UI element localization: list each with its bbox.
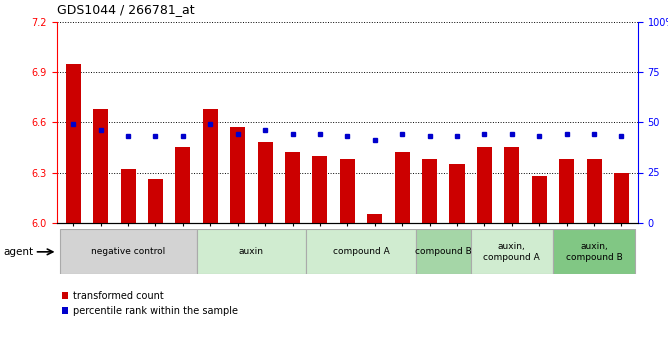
Bar (477, 147, 492, 223)
Bar (59, 229, 196, 274)
Bar (196, 229, 306, 274)
Bar (93, 109, 108, 223)
Text: compound B: compound B (415, 247, 472, 256)
Bar (559, 159, 574, 223)
Bar (203, 109, 218, 223)
Bar (450, 164, 464, 223)
Bar (395, 152, 409, 223)
Bar (587, 159, 602, 223)
Bar (340, 159, 355, 223)
Bar (471, 229, 553, 274)
Text: auxin: auxin (239, 247, 264, 256)
Text: auxin,
compound A: auxin, compound A (484, 242, 540, 262)
Bar (230, 127, 245, 223)
Bar (175, 147, 190, 223)
Bar (553, 229, 635, 274)
Bar (285, 152, 300, 223)
Bar (148, 179, 163, 223)
Text: auxin,
compound B: auxin, compound B (566, 242, 623, 262)
Bar (422, 159, 437, 223)
Legend: transformed count, percentile rank within the sample: transformed count, percentile rank withi… (61, 291, 238, 316)
Bar (65, 64, 81, 223)
Bar (532, 176, 547, 223)
Bar (306, 229, 416, 274)
Bar (120, 169, 136, 223)
Text: negative control: negative control (91, 247, 165, 256)
Bar (416, 229, 471, 274)
Text: compound A: compound A (333, 247, 389, 256)
Text: GDS1044 / 266781_at: GDS1044 / 266781_at (57, 3, 194, 17)
Bar (313, 156, 327, 223)
Bar (614, 172, 629, 223)
Bar (504, 147, 520, 223)
Text: agent: agent (3, 247, 33, 257)
Bar (258, 142, 273, 223)
Bar (367, 214, 382, 223)
